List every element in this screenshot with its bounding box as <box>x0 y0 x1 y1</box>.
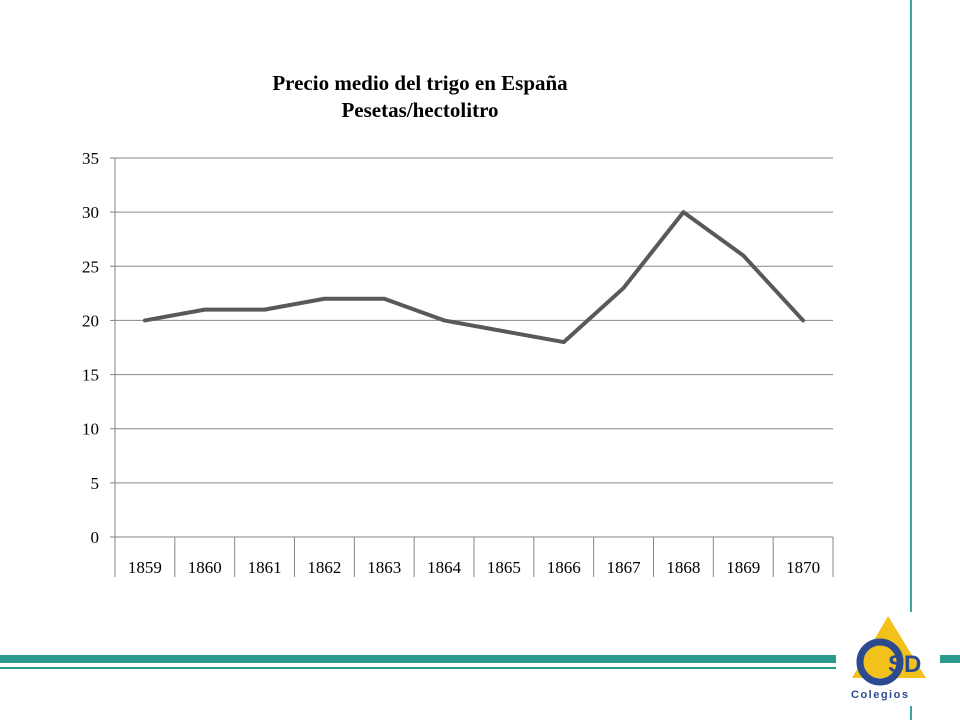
bottom-rule-right-stub <box>940 655 960 663</box>
y-tick-label: 30 <box>82 203 99 222</box>
chart-title-block: Precio medio del trigo en España Pesetas… <box>160 70 680 124</box>
right-vertical-rule <box>910 0 912 612</box>
x-tick-label: 1868 <box>666 558 700 577</box>
series-lines <box>142 210 806 345</box>
colegios-logo: SD Colegios <box>848 612 930 704</box>
x-tick-label: 1867 <box>607 558 642 577</box>
x-tick-label: 1861 <box>248 558 282 577</box>
x-tick-label: 1865 <box>487 558 521 577</box>
x-tick-label: 1862 <box>307 558 341 577</box>
svg-text:SD: SD <box>888 651 921 678</box>
y-tick-label: 5 <box>91 474 100 493</box>
logo-icon: SD Colegios <box>851 616 926 701</box>
y-tick-label: 25 <box>82 257 99 276</box>
y-tick-labels: 0 5 10 15 20 25 30 35 <box>82 149 99 547</box>
chart-subtitle: Pesetas/hectolitro <box>341 98 499 122</box>
bottom-rule-thin <box>0 667 836 669</box>
x-tick-label: 1859 <box>128 558 162 577</box>
x-tick-labels: 1859 1860 1861 1862 1863 1864 1865 1866 1867 1868… <box>128 558 820 577</box>
series-line <box>142 210 806 345</box>
x-tick-label: 1870 <box>786 558 820 577</box>
y-tick-label: 35 <box>82 149 99 168</box>
x-tick-label: 1860 <box>188 558 222 577</box>
x-tick-label: 1869 <box>726 558 760 577</box>
right-vertical-rule-bottom <box>910 706 912 720</box>
x-tick-label: 1864 <box>427 558 462 577</box>
y-tick-label: 10 <box>82 420 99 439</box>
chart-title: Precio medio del trigo en España <box>272 71 568 95</box>
x-tick-label: 1863 <box>367 558 401 577</box>
grid-lines <box>115 157 833 484</box>
y-tick-label: 0 <box>91 528 100 547</box>
logo-caption: Colegios <box>851 689 909 701</box>
axes <box>110 157 834 577</box>
y-tick-label: 20 <box>82 311 99 330</box>
x-tick-label: 1866 <box>547 558 581 577</box>
bottom-rule-thick <box>0 655 836 663</box>
y-tick-label: 15 <box>82 366 99 385</box>
